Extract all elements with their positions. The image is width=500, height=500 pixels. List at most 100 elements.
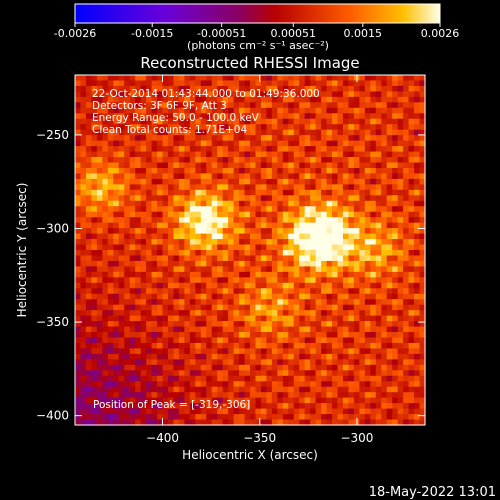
heatmap-cell: [124, 211, 131, 218]
heatmap-cell: [403, 364, 410, 371]
heatmap-cell: [304, 370, 311, 377]
heatmap-cell: [288, 370, 295, 377]
heatmap-cell: [167, 414, 175, 421]
heatmap-cell: [337, 408, 344, 415]
heatmap-cell: [293, 140, 300, 147]
heatmap-cell: [151, 271, 158, 278]
heatmap-cell: [129, 266, 136, 273]
heatmap-cell: [348, 102, 355, 109]
heatmap-cell: [146, 408, 153, 415]
heatmap-cell: [332, 184, 339, 191]
heatmap-cell: [293, 113, 300, 120]
heatmap-cell: [162, 189, 169, 196]
heatmap-cell: [271, 167, 278, 175]
heatmap-cell: [113, 342, 120, 350]
heatmap-cell: [277, 419, 284, 426]
heatmap-cell: [403, 222, 410, 229]
heatmap-cell: [124, 260, 131, 268]
heatmap-cell: [157, 129, 164, 136]
heatmap-cell: [200, 386, 207, 393]
heatmap-cell: [375, 211, 382, 218]
heatmap-cell: [353, 167, 360, 175]
heatmap-cell: [321, 310, 328, 317]
heatmap-cell: [310, 348, 317, 355]
heatmap-cell: [184, 255, 191, 262]
heatmap-cell: [403, 140, 410, 147]
heatmap-cell: [392, 140, 399, 147]
heatmap-cell: [200, 102, 207, 109]
heatmap-cell: [91, 102, 98, 109]
heatmap-cell: [364, 397, 371, 404]
heatmap-cell: [271, 326, 278, 333]
heatmap-cell: [233, 118, 240, 125]
heatmap-cell: [375, 414, 382, 421]
heatmap-cell: [244, 206, 251, 213]
heatmap-cell: [80, 414, 87, 421]
heatmap-cell: [113, 195, 120, 202]
heatmap-cell: [381, 151, 388, 158]
heatmap-cell: [233, 375, 240, 382]
heatmap-cell: [96, 244, 103, 251]
heatmap-cell: [200, 200, 207, 207]
heatmap-cell: [157, 211, 164, 218]
heatmap-cell: [167, 195, 175, 202]
heatmap-cell: [151, 211, 158, 218]
heatmap-cell: [364, 75, 371, 82]
heatmap-cell: [102, 332, 109, 339]
heatmap-cell: [195, 85, 202, 93]
heatmap-cell: [118, 375, 125, 382]
heatmap-cell: [162, 113, 169, 120]
heatmap-cell: [157, 222, 164, 229]
heatmap-cell: [304, 386, 311, 393]
heatmap-cell: [189, 129, 196, 136]
heatmap-cell: [397, 375, 404, 382]
heatmap-cell: [332, 315, 339, 322]
heatmap-cell: [157, 348, 164, 355]
heatmap-cell: [288, 129, 295, 136]
heatmap-cell: [107, 370, 114, 377]
heatmap-cell: [337, 353, 344, 360]
heatmap-cell: [140, 151, 147, 158]
heatmap-cell: [348, 332, 355, 339]
heatmap-cell: [419, 315, 426, 322]
heatmap-cell: [178, 419, 185, 426]
heatmap-cell: [370, 321, 377, 328]
heatmap-cell: [107, 211, 114, 218]
heatmap-cell: [419, 397, 426, 404]
heatmap-cell: [184, 173, 191, 180]
heatmap-cell: [135, 146, 142, 153]
heatmap-cell: [375, 386, 382, 393]
heatmap-cell: [85, 419, 93, 426]
heatmap-cell: [408, 293, 415, 300]
heatmap-cell: [195, 364, 202, 371]
heatmap-cell: [386, 332, 393, 339]
heatmap-cell: [348, 288, 355, 295]
heatmap-cell: [397, 260, 404, 268]
heatmap-cell: [80, 140, 87, 147]
heatmap-cell: [135, 178, 142, 185]
heatmap-cell: [129, 375, 136, 382]
heatmap-cell: [359, 200, 366, 207]
heatmap-cell: [167, 113, 175, 120]
heatmap-cell: [135, 359, 142, 366]
heatmap-cell: [282, 85, 289, 93]
heatmap-cell: [206, 348, 213, 355]
heatmap-cell: [124, 288, 131, 295]
heatmap-cell: [151, 419, 158, 426]
heatmap-cell: [288, 157, 295, 164]
heatmap-cell: [102, 408, 109, 415]
heatmap-cell: [370, 288, 377, 295]
heatmap-cell: [178, 326, 185, 333]
heatmap-cell: [370, 217, 377, 224]
heatmap-cell: [271, 140, 278, 147]
heatmap-cell: [195, 157, 202, 164]
heatmap-cell: [304, 353, 311, 360]
heatmap-cell: [408, 102, 415, 109]
heatmap-cell: [75, 211, 82, 218]
heatmap-cell: [353, 359, 360, 366]
heatmap-cell: [326, 271, 333, 278]
heatmap-cell: [386, 293, 393, 300]
heatmap-cell: [288, 75, 295, 82]
heatmap-cell: [260, 299, 268, 306]
heatmap-cell: [124, 195, 131, 202]
